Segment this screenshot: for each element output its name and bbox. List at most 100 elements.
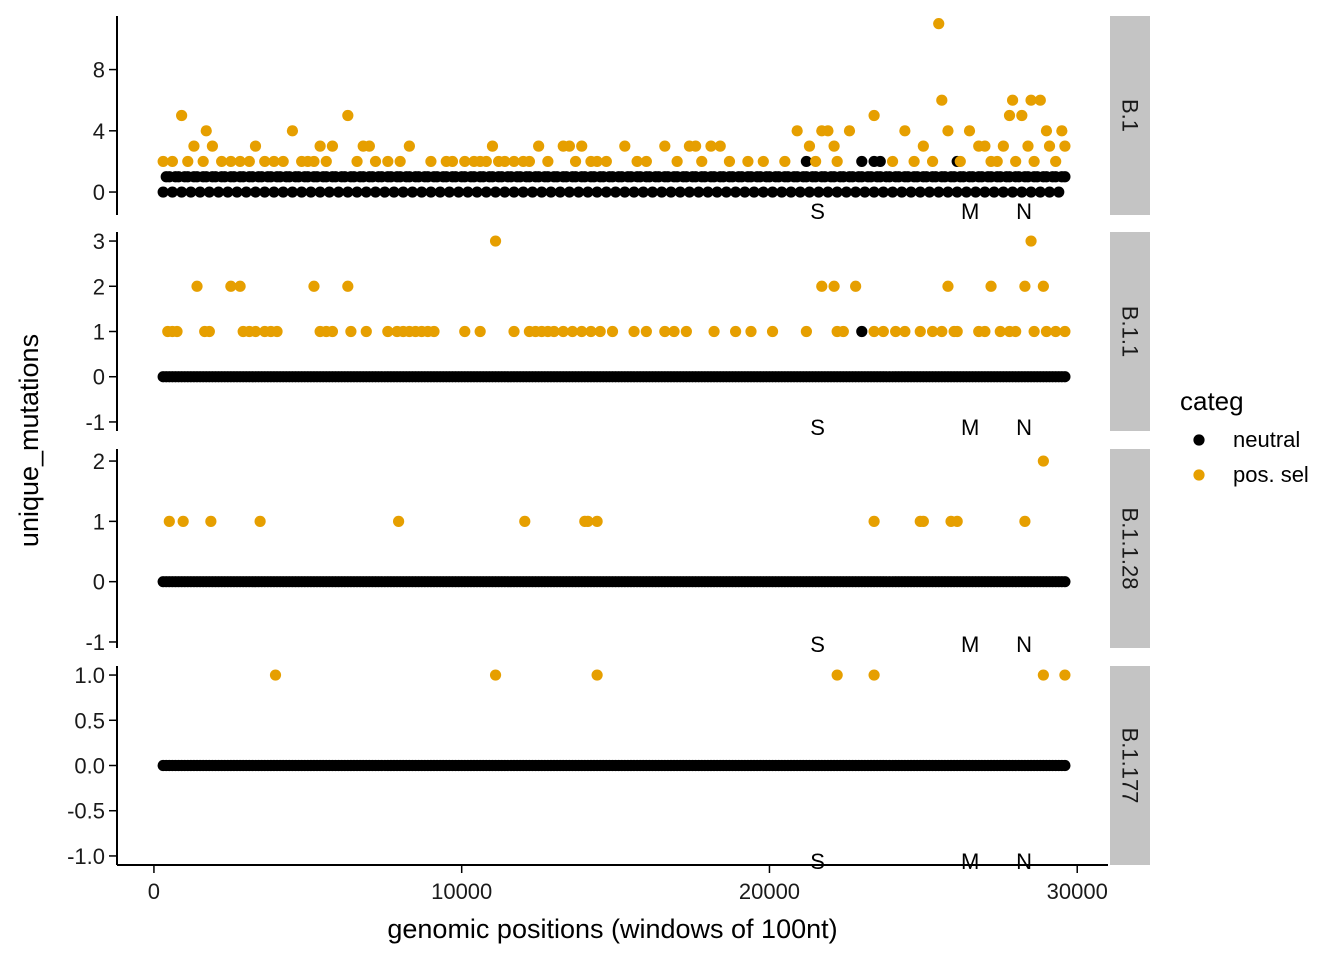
neutral-point — [351, 186, 363, 198]
pos-sel-point — [951, 515, 963, 527]
pos-sel-point — [868, 669, 880, 681]
gene-label-N: N — [1016, 849, 1032, 874]
gene-label-S: S — [810, 632, 825, 657]
pos-sel-point — [1016, 109, 1028, 122]
facet-strip-label: B.1.177 — [1118, 728, 1143, 804]
pos-sel-point — [249, 325, 262, 338]
pos-sel-point — [342, 280, 354, 292]
neutral-point — [397, 186, 409, 198]
pos-sel-point — [166, 155, 178, 168]
pos-sel-point — [203, 325, 215, 338]
facet-strip — [1110, 666, 1150, 865]
gene-label-S: S — [810, 849, 825, 874]
pos-sel-point — [1040, 325, 1053, 338]
neutral-point — [1059, 759, 1071, 772]
y-tick-label: -1 — [85, 410, 105, 435]
neutral-point — [240, 186, 252, 198]
gene-label-N: N — [1016, 632, 1032, 657]
neutral-point — [933, 186, 945, 198]
pos-sel-point — [628, 325, 640, 338]
gene-label-M: M — [961, 632, 979, 657]
neutral-point — [342, 186, 354, 198]
pos-sel-point — [742, 155, 754, 168]
neutral-point — [194, 186, 206, 198]
y-tick-label: 2 — [93, 449, 105, 474]
pos-sel-point — [600, 155, 612, 168]
neutral-point — [813, 186, 825, 198]
pos-sel-point — [890, 325, 902, 338]
pos-sel-point — [723, 155, 736, 168]
pos-sel-point — [1025, 235, 1037, 247]
pos-sel-point — [800, 325, 812, 338]
y-tick-label: -1 — [85, 630, 105, 655]
pos-sel-point — [640, 155, 652, 168]
pos-sel-point — [843, 125, 856, 137]
pos-sel-point — [1010, 325, 1022, 338]
pos-sel-point — [191, 280, 203, 292]
pos-sel-point — [369, 155, 382, 168]
pos-sel-point — [1025, 94, 1037, 106]
pos-sel-point — [489, 235, 502, 247]
pos-sel-point — [308, 155, 320, 168]
pos-sel-point — [810, 155, 822, 168]
neutral-point — [536, 186, 548, 198]
neutral-point — [850, 186, 862, 198]
pos-sel-point — [326, 325, 339, 338]
pos-sel-point — [1056, 125, 1068, 137]
pos-sel-point — [951, 325, 963, 338]
pos-sel-point — [1010, 155, 1022, 168]
neutral-point — [480, 186, 492, 198]
neutral-point — [369, 186, 382, 198]
neutral-point — [517, 186, 529, 198]
pos-sel-point — [1059, 140, 1071, 152]
neutral-point — [960, 186, 973, 198]
gene-label-S: S — [810, 199, 825, 224]
y-tick-label: 0 — [93, 365, 105, 390]
pos-sel-point — [320, 155, 332, 168]
neutral-point — [286, 186, 299, 198]
pos-sel-point — [936, 325, 948, 338]
gene-label-N: N — [1016, 415, 1032, 440]
gene-label-S: S — [810, 415, 825, 440]
gene-label-M: M — [961, 199, 979, 224]
pos-sel-point — [1037, 455, 1049, 467]
pos-sel-point — [659, 325, 671, 338]
neutral-point — [711, 186, 723, 198]
pos-sel-point — [868, 109, 880, 122]
pos-sel-point — [163, 515, 175, 527]
pos-sel-point — [382, 325, 394, 338]
pos-sel-point — [459, 325, 471, 338]
neutral-point — [646, 186, 659, 198]
y-tick-label: 8 — [93, 58, 105, 83]
neutral-point — [988, 186, 1000, 198]
neutral-point — [526, 186, 539, 198]
pos-sel-point — [1019, 280, 1031, 292]
y-axis-title: unique_mutations — [14, 334, 44, 547]
neutral-point — [425, 186, 437, 198]
pos-sel-point — [446, 155, 459, 168]
pos-sel-point — [271, 325, 283, 338]
neutral-point — [997, 186, 1009, 198]
neutral-point — [628, 186, 640, 198]
neutral-point — [856, 155, 868, 168]
pos-sel-point — [286, 125, 299, 137]
pos-sel-series — [162, 235, 1071, 338]
pos-sel-point — [508, 325, 520, 338]
pos-sel-point — [926, 155, 939, 168]
neutral-point — [296, 186, 308, 198]
pos-sel-point — [249, 140, 262, 152]
pos-sel-point — [917, 140, 929, 152]
gene-label-N: N — [1016, 199, 1032, 224]
facet-panel: -1 0 1 2 S M N B.1.1.28 — [85, 449, 1150, 657]
neutral-point — [877, 186, 889, 198]
neutral-point — [674, 186, 686, 198]
neutral-point — [886, 186, 899, 198]
y-tick-label: 0 — [93, 570, 105, 595]
neutral-point — [794, 186, 806, 198]
pos-sel-point — [779, 155, 791, 168]
pos-sel-point — [985, 280, 997, 292]
pos-sel-point — [631, 155, 643, 168]
neutral-point — [665, 186, 677, 198]
neutral-point — [499, 186, 511, 198]
pos-sel-point — [428, 325, 440, 338]
